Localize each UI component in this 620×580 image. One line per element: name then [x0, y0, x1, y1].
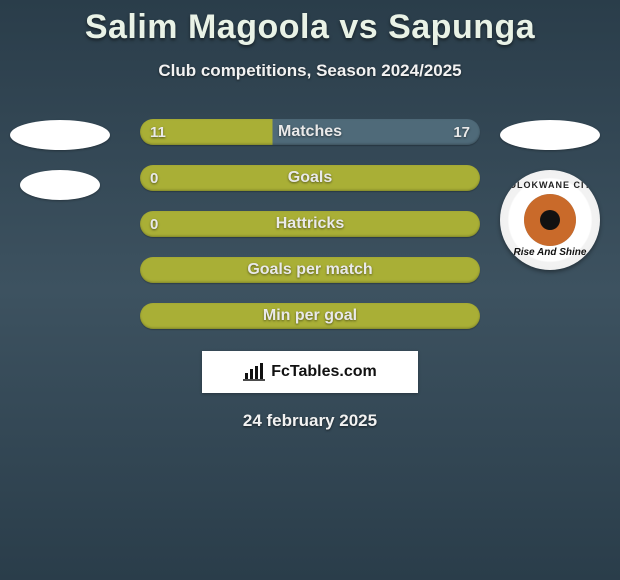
- crest-bottom-text: Rise And Shine: [500, 247, 600, 258]
- stat-label: Min per goal: [263, 307, 357, 325]
- stat-value-left: 0: [150, 216, 158, 233]
- branding-text: FcTables.com: [271, 363, 377, 381]
- player-left-area: [10, 120, 110, 220]
- comparison-subtitle: Club competitions, Season 2024/2025: [0, 61, 620, 81]
- player-left-badge-1: [10, 120, 110, 150]
- player-right-area: POLOKWANE CITY Rise And Shine: [500, 120, 600, 270]
- stat-value-left: 11: [150, 124, 166, 141]
- stat-label: Matches: [278, 123, 342, 141]
- stat-value-right: 17: [453, 124, 470, 141]
- snapshot-date: 24 february 2025: [0, 411, 620, 431]
- stat-bar: Min per goal: [140, 303, 480, 329]
- crest-inner-icon: [524, 194, 576, 246]
- stat-bar: Hattricks 0: [140, 211, 480, 237]
- bar-chart-icon: [243, 363, 265, 381]
- comparison-title: Salim Magoola vs Sapunga: [0, 8, 620, 47]
- stat-bar: Goals 0: [140, 165, 480, 191]
- stat-value-left: 0: [150, 170, 158, 187]
- crest-top-text: POLOKWANE CITY: [500, 180, 600, 190]
- stat-label: Goals per match: [247, 261, 372, 279]
- stat-bars: Matches 11 17 Goals 0 Hattricks 0 Goals per mat…: [140, 119, 480, 329]
- player-right-club-crest: POLOKWANE CITY Rise And Shine: [500, 170, 600, 270]
- player-left-badge-2: [20, 170, 100, 200]
- player-right-badge-1: [500, 120, 600, 150]
- stat-bar: Matches 11 17: [140, 119, 480, 145]
- stat-label: Goals: [288, 169, 332, 187]
- stat-label: Hattricks: [276, 215, 344, 233]
- stat-bar: Goals per match: [140, 257, 480, 283]
- branding-box: FcTables.com: [202, 351, 418, 393]
